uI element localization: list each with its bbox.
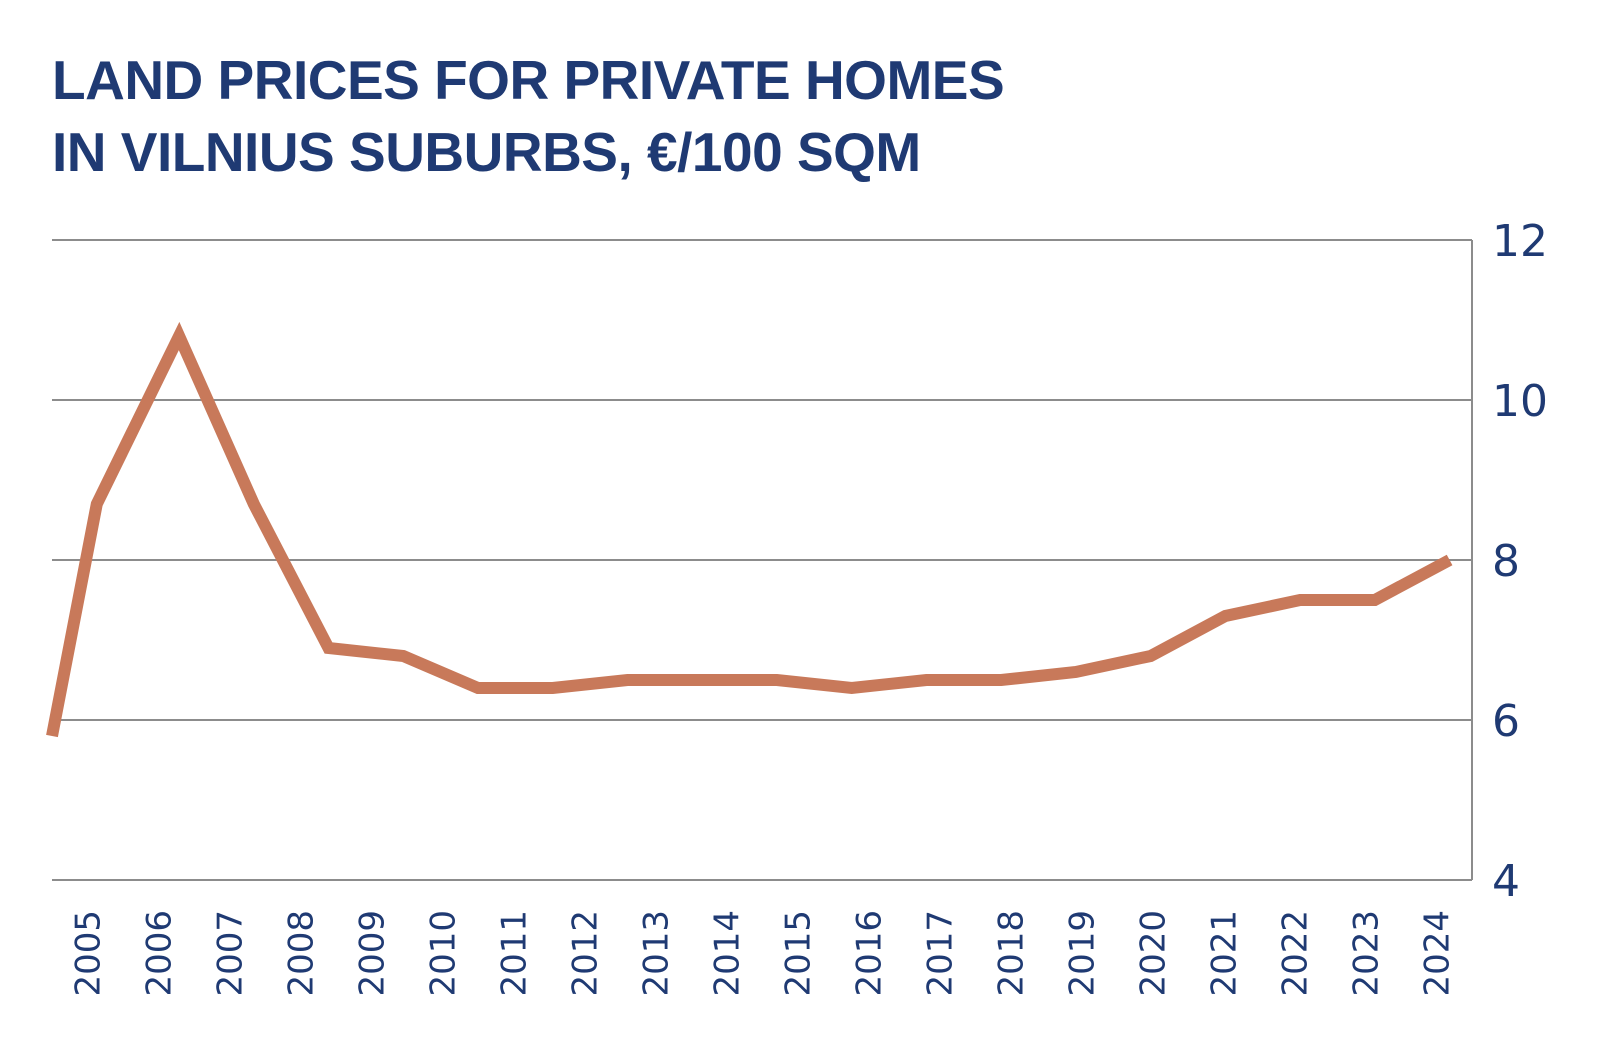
x-tick-label-2016: 2016 [850,910,890,997]
y-tick-label-6: 6 [1492,696,1520,747]
x-tick-labels: 2005 2006 2007 2008 2009 2010 2011 2012 2013 2014… [69,910,1458,997]
x-tick-label-2011: 2011 [495,910,535,997]
x-tick-label-2021: 2021 [1205,910,1245,997]
series-line-0 [46,321,1453,738]
x-tick-label-2024: 2024 [1418,910,1458,997]
x-tick-label-2009: 2009 [353,910,393,997]
chart-title-line-1: LAND PRICES FOR PRIVATE HOMES [52,49,1005,111]
y-tick-label-4: 4 [1492,856,1520,907]
x-tick-label-2017: 2017 [921,910,961,997]
y-tick-label-8: 8 [1492,536,1520,587]
gridlines [52,239,1472,881]
x-tick-label-2005: 2005 [69,910,109,997]
x-tick-label-2010: 2010 [424,910,464,997]
series-group [46,321,1453,738]
x-tick-label-2022: 2022 [1276,910,1316,997]
x-tick-label-2015: 2015 [779,910,819,997]
y-tick-labels: 4 6 8 10 12 [1492,216,1548,907]
x-tick-label-2006: 2006 [140,910,180,997]
x-tick-label-2014: 2014 [708,910,748,997]
x-tick-label-2018: 2018 [992,910,1032,997]
chart-title-line-2: IN VILNIUS SUBURBS, €/100 SQM [52,121,921,183]
y-tick-label-10: 10 [1492,376,1548,427]
x-tick-label-2020: 2020 [1134,910,1174,997]
x-tick-label-2008: 2008 [282,910,322,997]
x-tick-label-2012: 2012 [566,910,606,997]
y-tick-label-12: 12 [1492,216,1548,267]
x-tick-label-2019: 2019 [1063,910,1103,997]
x-tick-label-2013: 2013 [637,910,677,997]
x-tick-label-2007: 2007 [211,910,251,997]
chart-title: LAND PRICES FOR PRIVATE HOMES IN VILNIUS… [52,44,1005,188]
x-tick-label-2023: 2023 [1347,910,1387,997]
